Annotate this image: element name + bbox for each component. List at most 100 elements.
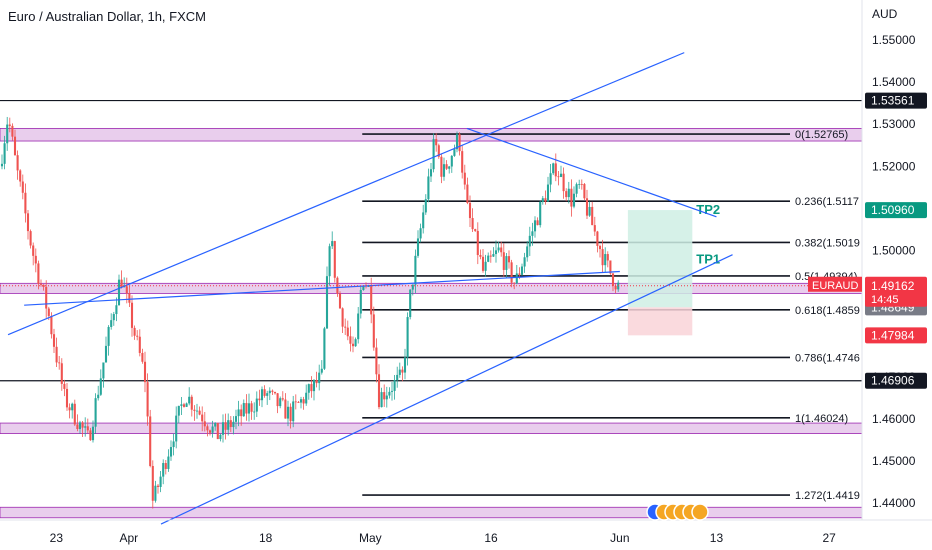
candle-151	[393, 380, 396, 391]
candle-0	[0, 163, 4, 167]
candle-69	[180, 404, 183, 406]
candle-228	[593, 225, 596, 232]
candle-34	[89, 430, 92, 441]
candle-15	[39, 283, 43, 285]
candle-129	[336, 277, 339, 294]
candle-175	[455, 134, 459, 150]
candle-83	[216, 422, 219, 440]
time-tick-4: 16	[484, 531, 498, 545]
candle-49	[128, 293, 131, 303]
candle-221	[575, 184, 578, 194]
candle-143	[372, 314, 375, 348]
candle-168	[437, 145, 440, 157]
candle-96	[250, 403, 253, 412]
tp-label-tp1: TP1	[696, 252, 720, 267]
candle-141	[367, 286, 370, 287]
candle-123	[320, 368, 323, 373]
candle-188	[489, 255, 492, 257]
candle-14	[37, 263, 40, 284]
price-tag-bg-0	[865, 92, 927, 109]
candle-219	[570, 188, 573, 207]
candle-13	[34, 255, 37, 264]
candle-91	[237, 409, 240, 417]
fib-label-1: 1(1.46024)	[795, 413, 848, 425]
candle-30	[78, 422, 82, 430]
candle-82	[214, 422, 217, 427]
candle-155	[403, 357, 407, 373]
candle-213	[554, 163, 557, 177]
candle-159	[414, 255, 417, 285]
candle-207	[539, 201, 542, 226]
candle-172	[448, 166, 451, 169]
fibonacci-layer: 0(1.52765)0.236(1.51170.382(1.50190.5(1.…	[362, 129, 860, 502]
candle-171	[445, 164, 448, 169]
candle-234	[609, 260, 612, 274]
candle-84	[219, 434, 222, 440]
candle-73	[190, 396, 193, 410]
time-axis[interactable]: 23 Apr 18 May 16 Jun 13 27	[0, 519, 932, 545]
candle-7	[19, 170, 22, 182]
candle-72	[188, 396, 191, 404]
candle-104	[271, 390, 274, 392]
sr-zone-3	[0, 506, 863, 519]
candle-178	[463, 172, 466, 185]
candle-61	[159, 476, 162, 487]
symbol-tag: EURAUD	[812, 280, 859, 292]
candle-50	[130, 302, 134, 328]
tp-label-tp2: TP2	[696, 202, 720, 217]
candle-1	[3, 143, 6, 164]
candle-65	[169, 447, 173, 457]
candle-67	[175, 415, 178, 442]
price-tick-11: 1.44000	[872, 496, 916, 510]
candle-81	[211, 426, 214, 433]
candle-25	[65, 388, 69, 408]
candle-31	[81, 422, 84, 428]
events-layer[interactable]	[646, 503, 709, 521]
candle-185	[481, 256, 485, 271]
candle-39	[102, 362, 105, 379]
position-stop-zone	[627, 307, 693, 336]
candle-202	[526, 246, 529, 258]
price-tick-5: 1.50000	[872, 243, 916, 257]
fib-label-0: 0(1.52765)	[795, 129, 848, 141]
candle-208	[541, 198, 544, 202]
candle-191	[497, 247, 500, 251]
candle-20	[52, 334, 56, 347]
candle-179	[466, 184, 469, 203]
price-tag-1: 1.50960	[871, 203, 915, 217]
candle-204	[531, 231, 534, 236]
candle-77	[201, 414, 204, 422]
candle-52	[136, 335, 139, 337]
candle-28	[73, 403, 76, 425]
candle-100	[260, 389, 264, 401]
price-tick-10: 1.45000	[872, 454, 916, 468]
candle-48	[125, 286, 128, 294]
candle-22	[58, 362, 61, 364]
position-target-zone	[627, 210, 693, 308]
candle-24	[63, 383, 66, 389]
fib-label-0.618: 0.618(1.4859	[795, 305, 860, 317]
candle-127	[331, 241, 334, 247]
fib-label-0.786: 0.786(1.4746	[795, 352, 860, 364]
candle-55	[143, 361, 147, 383]
price-tick-3: 1.52000	[872, 159, 916, 173]
candle-224	[583, 184, 586, 199]
candle-79	[206, 426, 209, 431]
candle-27	[71, 403, 74, 411]
candle-75	[195, 410, 199, 412]
candle-89	[232, 421, 235, 428]
candle-71	[185, 403, 188, 407]
price-tick-0: 1.55000	[872, 33, 916, 47]
candle-177	[461, 151, 464, 173]
candle-64	[167, 456, 170, 469]
candle-121	[315, 380, 318, 384]
candle-94	[245, 403, 248, 414]
candle-214	[557, 176, 560, 178]
candle-222	[578, 183, 581, 185]
candle-162	[422, 212, 425, 229]
price-tag-bg-3	[865, 327, 927, 344]
candle-103	[268, 390, 271, 394]
candle-93	[242, 403, 245, 417]
levels-layer	[0, 99, 862, 382]
